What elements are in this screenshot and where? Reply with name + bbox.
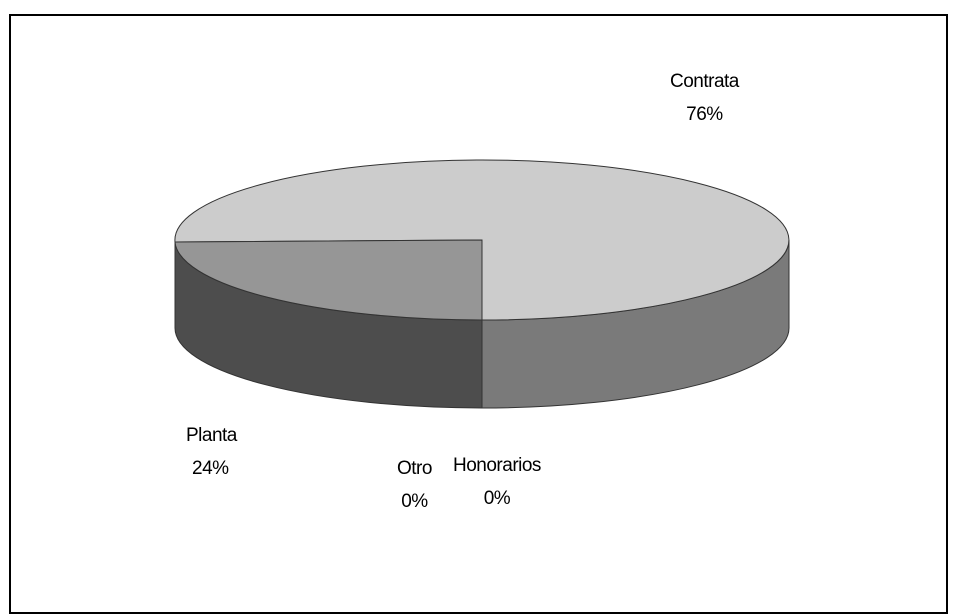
label-honorarios-value: 0% bbox=[483, 488, 511, 509]
label-honorarios-name: Honorarios bbox=[453, 455, 541, 476]
pie-slice-contrata bbox=[174, 159, 790, 321]
label-contrata-name: Contrata bbox=[670, 71, 739, 92]
pie-slice-planta bbox=[174, 239, 483, 321]
label-otro: Otro 0% bbox=[397, 459, 432, 511]
label-planta: Planta 24% bbox=[186, 426, 237, 478]
label-contrata-value: 76% bbox=[686, 104, 723, 125]
label-honorarios: Honorarios 0% bbox=[453, 456, 541, 508]
label-contrata: Contrata 76% bbox=[670, 72, 739, 124]
label-otro-value: 0% bbox=[401, 491, 428, 512]
pie-chart bbox=[174, 159, 790, 409]
label-planta-value: 24% bbox=[192, 458, 229, 479]
label-otro-name: Otro bbox=[397, 458, 432, 479]
label-planta-name: Planta bbox=[186, 425, 237, 446]
